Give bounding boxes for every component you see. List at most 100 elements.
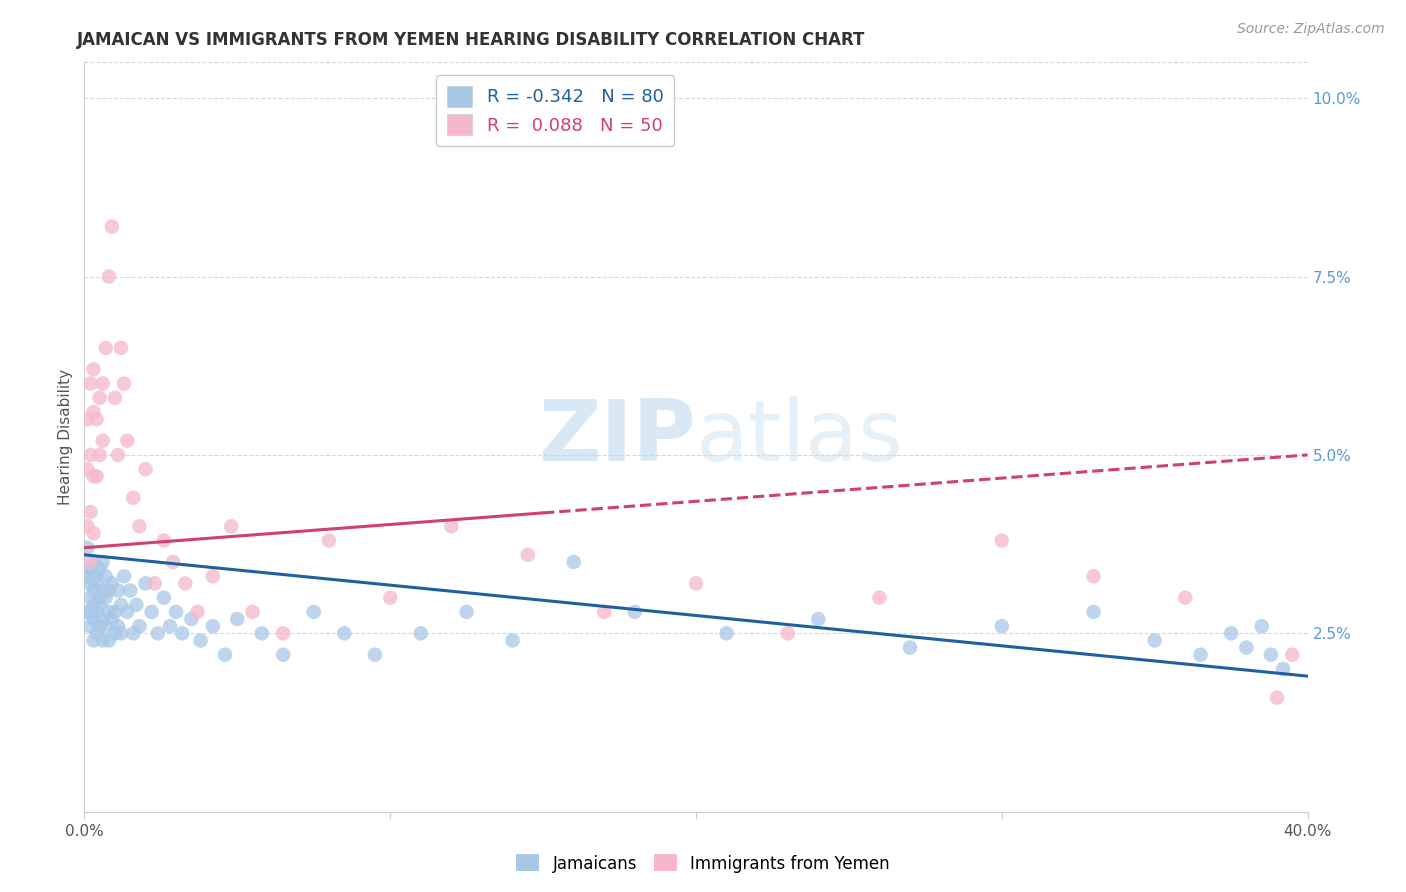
Point	[79, 619, 101, 633]
Point	[180, 612, 202, 626]
Y-axis label: Hearing Disability: Hearing Disability	[58, 369, 73, 505]
Legend: Jamaicans, Immigrants from Yemen: Jamaicans, Immigrants from Yemen	[509, 847, 897, 880]
Point	[869, 591, 891, 605]
Point	[94, 341, 117, 355]
Legend: R = -0.342   N = 80, R =  0.088   N = 50: R = -0.342 N = 80, R = 0.088 N = 50	[436, 75, 675, 145]
Point	[76, 519, 98, 533]
Point	[776, 626, 799, 640]
Point	[104, 605, 127, 619]
Point	[1189, 648, 1212, 662]
Point	[89, 598, 111, 612]
Point	[83, 405, 105, 419]
Point	[104, 626, 127, 640]
Point	[79, 376, 101, 391]
Point	[271, 626, 294, 640]
Point	[440, 519, 463, 533]
Point	[162, 555, 184, 569]
Point	[1220, 626, 1243, 640]
Point	[83, 633, 105, 648]
Point	[409, 626, 432, 640]
Point	[97, 605, 120, 619]
Point	[302, 605, 325, 619]
Point	[120, 583, 142, 598]
Point	[1272, 662, 1295, 676]
Point	[91, 434, 114, 448]
Point	[94, 619, 117, 633]
Point	[186, 605, 208, 619]
Point	[97, 633, 120, 648]
Point	[89, 619, 111, 633]
Point	[89, 591, 111, 605]
Point	[89, 391, 111, 405]
Point	[83, 598, 105, 612]
Point	[122, 626, 145, 640]
Point	[91, 583, 114, 598]
Point	[456, 605, 478, 619]
Point	[76, 541, 98, 555]
Point	[101, 612, 124, 626]
Point	[1174, 591, 1197, 605]
Point	[89, 448, 111, 462]
Point	[122, 491, 145, 505]
Point	[380, 591, 402, 605]
Point	[97, 583, 120, 598]
Point	[101, 219, 124, 234]
Point	[153, 591, 176, 605]
Point	[146, 626, 169, 640]
Point	[83, 569, 105, 583]
Point	[115, 434, 138, 448]
Point	[201, 569, 224, 583]
Point	[143, 576, 166, 591]
Point	[1083, 569, 1105, 583]
Point	[86, 576, 108, 591]
Point	[128, 519, 150, 533]
Point	[141, 605, 163, 619]
Point	[83, 612, 105, 626]
Point	[86, 412, 108, 426]
Point	[86, 569, 108, 583]
Point	[86, 469, 108, 483]
Point	[128, 619, 150, 633]
Point	[86, 626, 108, 640]
Point	[112, 569, 135, 583]
Point	[110, 341, 132, 355]
Point	[562, 555, 585, 569]
Text: atlas: atlas	[696, 395, 904, 479]
Point	[83, 526, 105, 541]
Point	[242, 605, 264, 619]
Point	[226, 612, 249, 626]
Point	[685, 576, 707, 591]
Point	[1236, 640, 1258, 655]
Point	[79, 562, 101, 576]
Point	[76, 605, 98, 619]
Point	[104, 391, 127, 405]
Point	[593, 605, 616, 619]
Point	[201, 619, 224, 633]
Point	[83, 469, 105, 483]
Point	[165, 605, 187, 619]
Point	[112, 376, 135, 391]
Point	[807, 612, 830, 626]
Point	[115, 605, 138, 619]
Point	[79, 576, 101, 591]
Point	[174, 576, 197, 591]
Point	[333, 626, 356, 640]
Point	[1143, 633, 1166, 648]
Point	[172, 626, 194, 640]
Point	[79, 605, 101, 619]
Point	[898, 640, 921, 655]
Text: Source: ZipAtlas.com: Source: ZipAtlas.com	[1237, 22, 1385, 37]
Point	[716, 626, 738, 640]
Point	[364, 648, 387, 662]
Point	[1281, 648, 1303, 662]
Point	[83, 583, 105, 598]
Point	[516, 548, 538, 562]
Point	[76, 462, 98, 476]
Point	[1265, 690, 1288, 705]
Point	[153, 533, 176, 548]
Point	[79, 555, 101, 569]
Point	[107, 448, 129, 462]
Point	[250, 626, 273, 640]
Point	[94, 569, 117, 583]
Point	[94, 591, 117, 605]
